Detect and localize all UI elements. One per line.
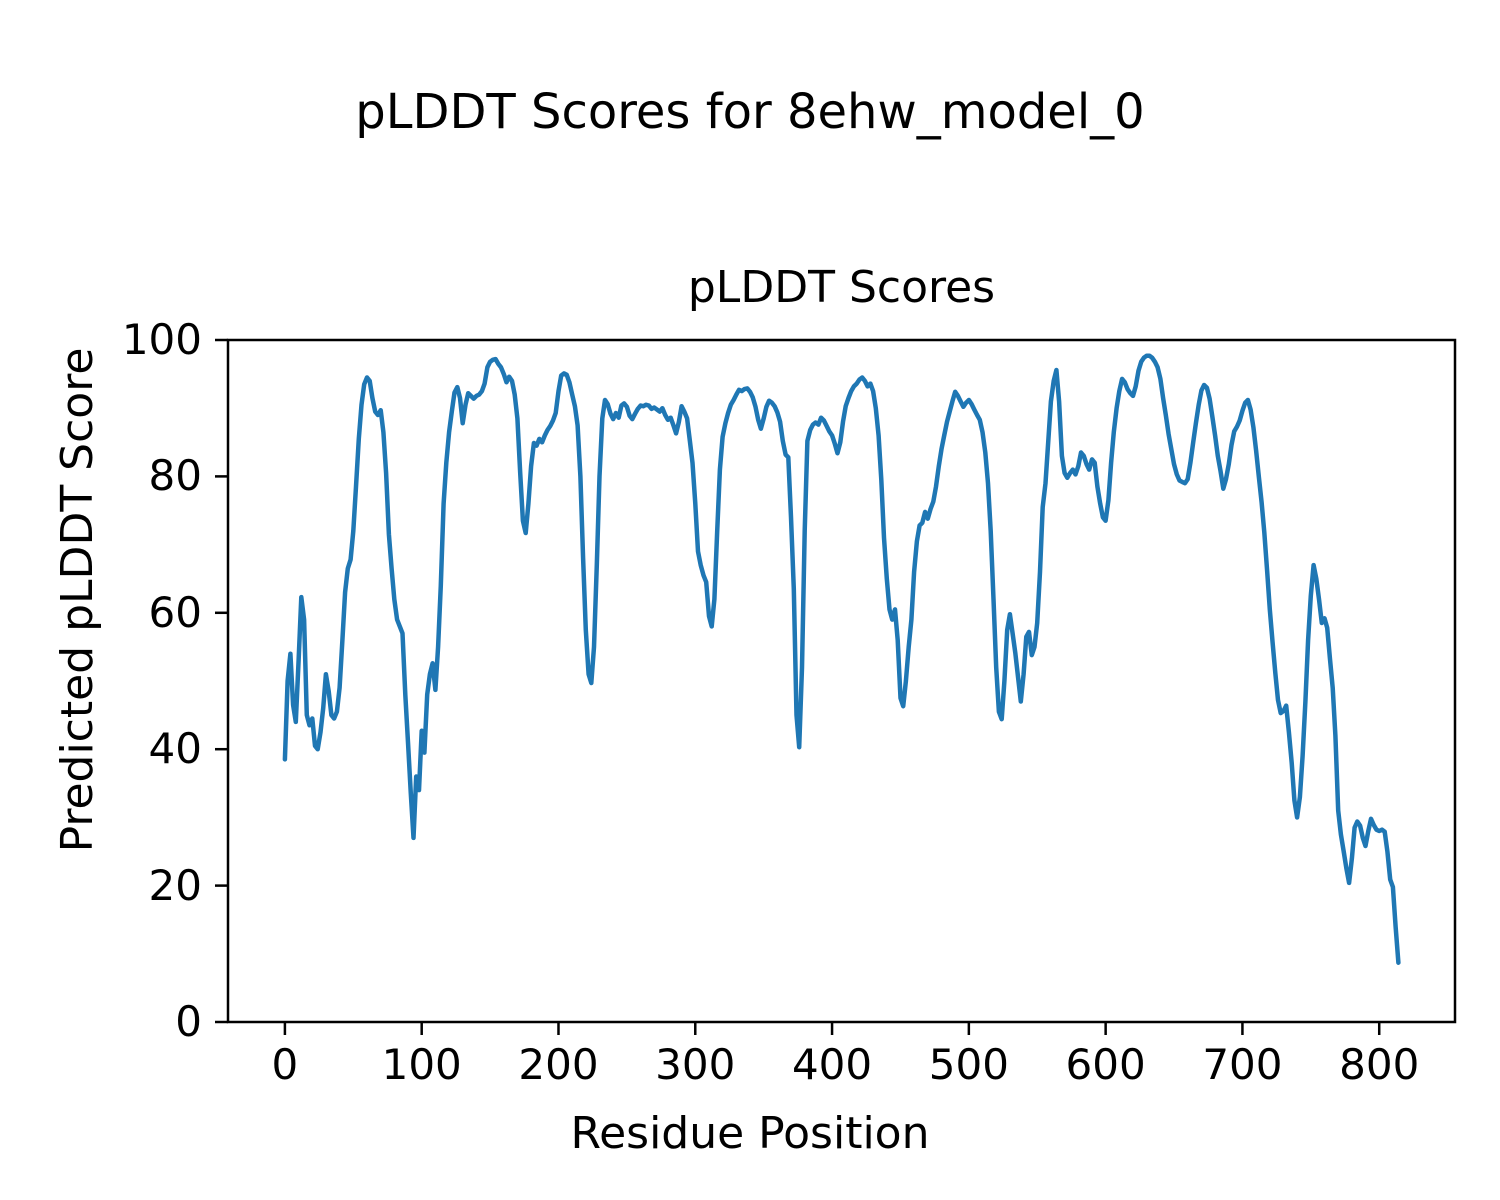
y-tick-label: 80	[148, 451, 202, 501]
x-tick-label: 500	[928, 1040, 1009, 1089]
x-tick-label: 0	[271, 1040, 299, 1089]
axis-tick-marks	[215, 338, 1381, 1035]
y-tick-label: 60	[148, 587, 202, 637]
plddt-line	[282, 353, 1401, 965]
y-tick-label: 0	[175, 997, 202, 1046]
x-tick-label: 800	[1339, 1040, 1420, 1089]
x-tick-label: 600	[1065, 1040, 1146, 1089]
y-tick-label: 100	[121, 315, 202, 364]
figure-title: pLDDT Scores for 8ehw_model_0	[355, 84, 1145, 140]
x-tick-label: 400	[791, 1040, 873, 1089]
x-axis-label: Residue Position	[570, 1108, 930, 1159]
y-tick-label: 40	[148, 724, 202, 774]
plot-frame	[226, 338, 1457, 1024]
x-tick-label: 100	[381, 1040, 462, 1089]
y-tick-label: 20	[148, 860, 202, 910]
x-tick-label: 200	[518, 1040, 599, 1089]
x-tick-label: 700	[1202, 1040, 1283, 1089]
axes-title: pLDDT Scores	[687, 262, 996, 313]
x-tick-label: 300	[655, 1040, 736, 1089]
